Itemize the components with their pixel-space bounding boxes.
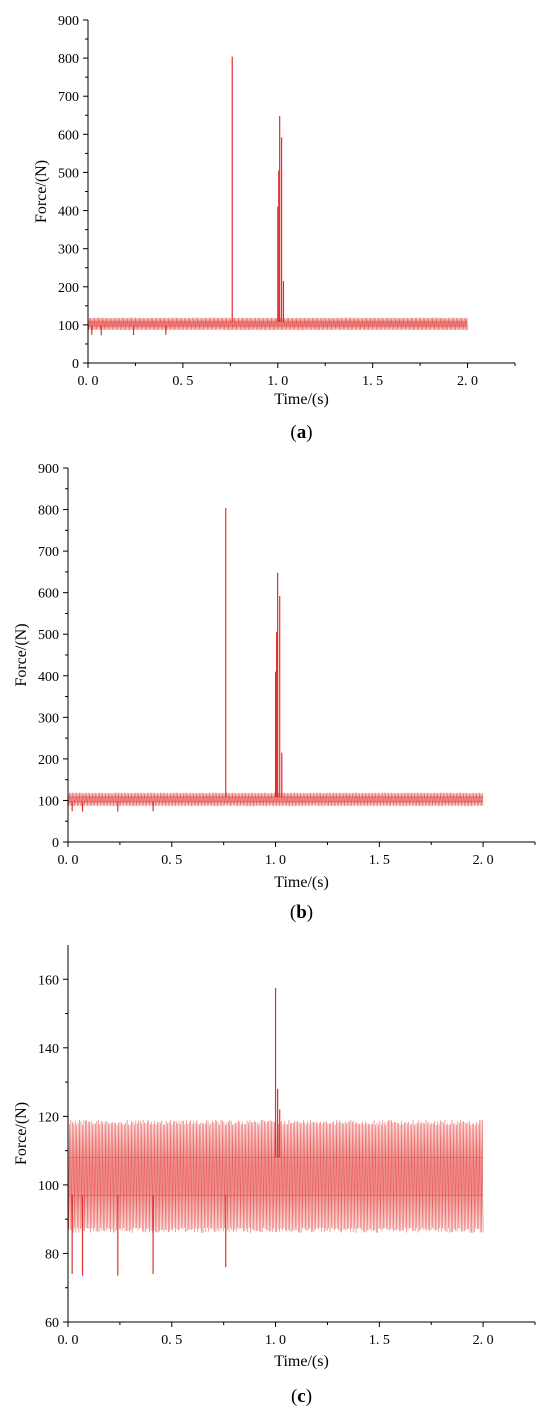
x-tick-label: 1. 0 [265,853,286,868]
y-tick-label: 700 [38,545,59,560]
y-axis-label: Force/(N) [13,1102,30,1165]
x-axis-label: Time/(s) [274,1353,329,1370]
x-tick-label: 0. 0 [78,374,99,389]
panel-label-close: ) [306,1386,312,1407]
y-tick-label: 800 [58,52,79,67]
x-tick-label: 1. 5 [369,1333,390,1348]
x-tick-label: 1. 0 [265,1333,286,1348]
panel-label-open: ( [290,902,296,923]
panel-label: (b) [290,902,313,923]
y-axis-label: Force/(N) [13,623,30,686]
chart-panel-c: 60 80 100 120 140 160 0. 0 0. 5 1. 0 1. 5 2. 0 Time… [13,945,536,1407]
y-tick-label: 100 [38,1179,59,1194]
panel-label-close: ) [306,422,312,443]
x-tick-label: 0. 0 [58,1333,79,1348]
panel-label-open: ( [291,1386,297,1407]
x-tick-label: 2. 0 [473,853,494,868]
panel-label-letter: b [296,902,307,923]
x-tick-label: 0. 0 [58,853,79,868]
y-tick-label: 900 [58,14,79,29]
panel-label-letter: c [297,1386,305,1407]
x-axis-label: Time/(s) [274,391,329,408]
y-tick-label: 500 [38,628,59,643]
y-tick-label: 80 [45,1247,59,1262]
panel-label: (a) [290,422,312,443]
y-tick-label: 60 [45,1316,59,1331]
y-tick-label: 200 [38,753,59,768]
y-tick-label: 160 [38,973,59,988]
y-tick-label: 120 [38,1110,59,1125]
y-tick-label: 400 [58,205,79,220]
x-tick-label: 2. 0 [457,374,478,389]
y-tick-label: 100 [58,319,79,334]
panel-label-close: ) [307,902,313,923]
y-tick-label: 140 [38,1042,59,1057]
y-tick-label: 500 [58,166,79,181]
panel-label-open: ( [290,422,296,443]
x-axis-label: Time/(s) [274,874,329,891]
y-tick-label: 600 [58,128,79,143]
y-tick-label: 300 [58,243,79,258]
y-tick-label: 0 [72,357,79,372]
y-tick-label: 400 [38,670,59,685]
panel-label-letter: a [297,422,307,443]
y-tick-label: 300 [38,711,59,726]
y-tick-label: 800 [38,504,59,519]
x-tick-label: 1. 5 [369,853,390,868]
x-tick-label: 0. 5 [161,1333,182,1348]
x-tick-label: 2. 0 [473,1333,494,1348]
x-tick-label: 1. 5 [362,374,383,389]
y-tick-label: 600 [38,587,59,602]
y-tick-label: 700 [58,90,79,105]
y-axis-label: Force/(N) [33,160,50,223]
x-tick-label: 1. 0 [267,374,288,389]
panel-label: (c) [291,1386,312,1407]
y-tick-label: 900 [38,462,59,477]
x-tick-label: 0. 5 [161,853,182,868]
y-tick-label: 100 [38,794,59,809]
chart-panel-a: 0 100 200 300 400 500 600 700 800 900 0. 0 0. 5 1. 0… [33,14,516,443]
chart-panel-b: 0 100 200 300 400 500 600 700 800 900 0. 0 0. 5 1. 0… [13,462,536,923]
x-tick-label: 0. 5 [172,374,193,389]
y-tick-label: 200 [58,281,79,296]
y-tick-label: 0 [52,836,59,851]
